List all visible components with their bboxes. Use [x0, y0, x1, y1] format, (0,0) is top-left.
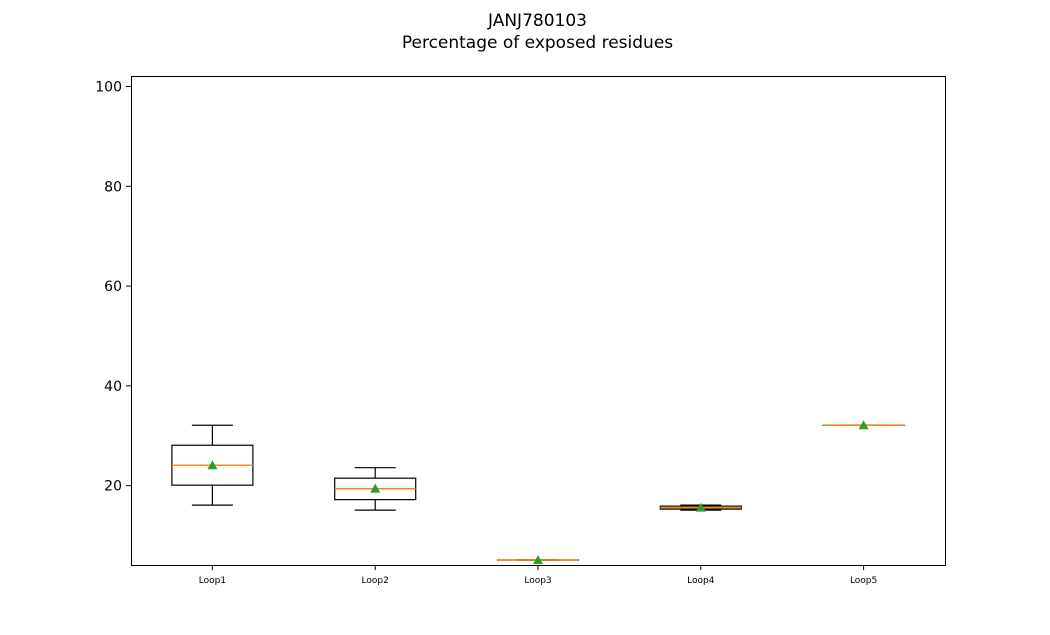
box-loop4 — [659, 502, 742, 512]
chart-subtitle: Percentage of exposed residues — [401, 33, 674, 53]
y-tick-label: 60 — [104, 279, 122, 295]
x-axis: Loop1 Loop2 Loop3 Loop4 Loop5 — [199, 565, 877, 586]
boxes-layer — [171, 420, 905, 565]
box-loop2 — [334, 467, 417, 511]
mean-marker — [858, 420, 869, 430]
mean-marker — [695, 502, 706, 512]
mean-marker — [370, 483, 381, 493]
y-tick-label: 80 — [104, 179, 122, 195]
chart-title: JANJ780103 — [488, 11, 587, 31]
y-tick-label: 40 — [104, 379, 122, 395]
x-tick-label-loop1: Loop1 — [199, 576, 226, 586]
box-loop1 — [171, 424, 254, 506]
x-tick-label-loop2: Loop2 — [362, 576, 389, 586]
box-loop3 — [496, 555, 580, 565]
mean-marker — [207, 460, 218, 470]
mean-marker — [533, 555, 543, 565]
y-tick-label: 100 — [95, 79, 122, 95]
y-axis: 20 40 60 80 100 — [95, 79, 131, 495]
x-tick-label-loop3: Loop3 — [524, 576, 551, 586]
y-tick-label: 20 — [104, 479, 122, 495]
box-loop5 — [822, 420, 905, 430]
x-tick-label-loop5: Loop5 — [850, 576, 877, 586]
x-tick-label-loop4: Loop4 — [687, 576, 715, 586]
plot-frame — [131, 76, 946, 566]
chart-title-block: JANJ780103 Percentage of exposed residue… — [0, 10, 1050, 54]
